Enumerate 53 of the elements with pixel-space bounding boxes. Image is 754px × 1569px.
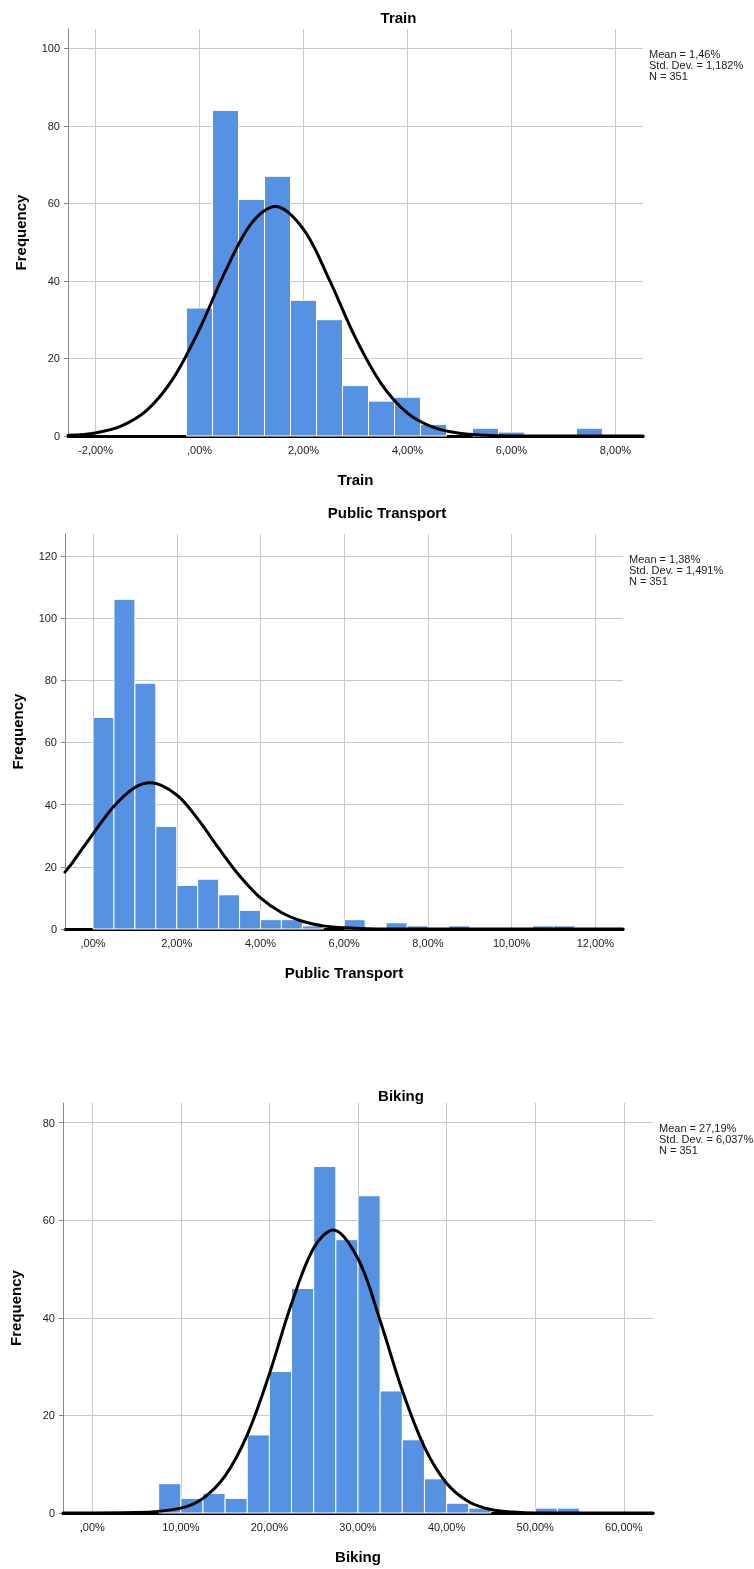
text: Mean = 1,38% [629, 552, 701, 565]
text: N = 351 [659, 1143, 698, 1156]
y-tick-label: 100 [41, 42, 60, 55]
y-tick-label: 40 [47, 274, 60, 287]
x-tick-label: 2,00% [161, 936, 193, 949]
y-axis-title: Frequency [12, 193, 29, 271]
x-tick-label: ,00% [186, 443, 213, 456]
y-tick-label: 0 [53, 430, 60, 442]
x-tick-label: 60,00% [605, 1520, 643, 1533]
chart-title: Public Transport [327, 504, 447, 521]
x-axis-title: Biking [335, 1548, 381, 1565]
x-axis-title: Public Transport [284, 964, 404, 981]
y-tick-label: 60 [44, 736, 57, 749]
x-tick-label: 4,00% [244, 936, 277, 949]
y-tick-label: 80 [42, 1116, 55, 1129]
x-tick-label: 6,00% [495, 443, 528, 456]
x-tick-label: ,00% [80, 936, 106, 949]
y-tick-label: 20 [44, 860, 57, 873]
chart-title: Biking [378, 1087, 424, 1104]
x-tick-label: 10,00% [162, 1520, 200, 1533]
y-tick-label: 0 [50, 923, 57, 935]
x-tick-label: 20,00% [250, 1520, 289, 1533]
text: Mean = 27,19% [659, 1121, 737, 1134]
y-tick-label: 0 [48, 1507, 55, 1519]
x-tick-label: 30,00% [339, 1520, 377, 1533]
x-tick-label: 2,00% [287, 443, 320, 456]
x-tick-label: 8,00% [412, 936, 444, 949]
text: Mean = 1,46% [649, 47, 721, 60]
x-axis-title: Train [337, 471, 374, 488]
y-tick-label: 60 [42, 1214, 55, 1227]
x-tick-label: 4,00% [391, 443, 424, 456]
y-tick-label: 40 [42, 1311, 55, 1324]
x-tick-label: 6,00% [328, 936, 361, 949]
x-tick-label: 12,00% [576, 936, 615, 949]
y-axis-title: Frequency [9, 692, 26, 770]
x-tick-label: 50,00% [516, 1520, 555, 1533]
x-tick-label: 40,00% [427, 1520, 466, 1533]
y-tick-label: 120 [38, 549, 57, 562]
chart-title: Train [380, 9, 417, 26]
text: N = 351 [629, 574, 668, 587]
text: N = 351 [649, 69, 688, 82]
y-tick-label: 20 [47, 352, 60, 365]
y-tick-label: 80 [47, 119, 60, 132]
x-tick-label: 8,00% [599, 443, 632, 456]
y-tick-label: 80 [44, 674, 57, 687]
x-tick-label: 10,00% [492, 936, 531, 949]
x-tick-label: ,00% [79, 1520, 105, 1533]
y-tick-label: 40 [44, 798, 57, 811]
y-tick-label: 100 [38, 611, 57, 624]
y-tick-label: 20 [42, 1409, 55, 1422]
y-axis-title: Frequency [7, 1269, 24, 1346]
x-tick-label: -2,00% [78, 443, 114, 456]
y-tick-label: 60 [47, 197, 60, 210]
